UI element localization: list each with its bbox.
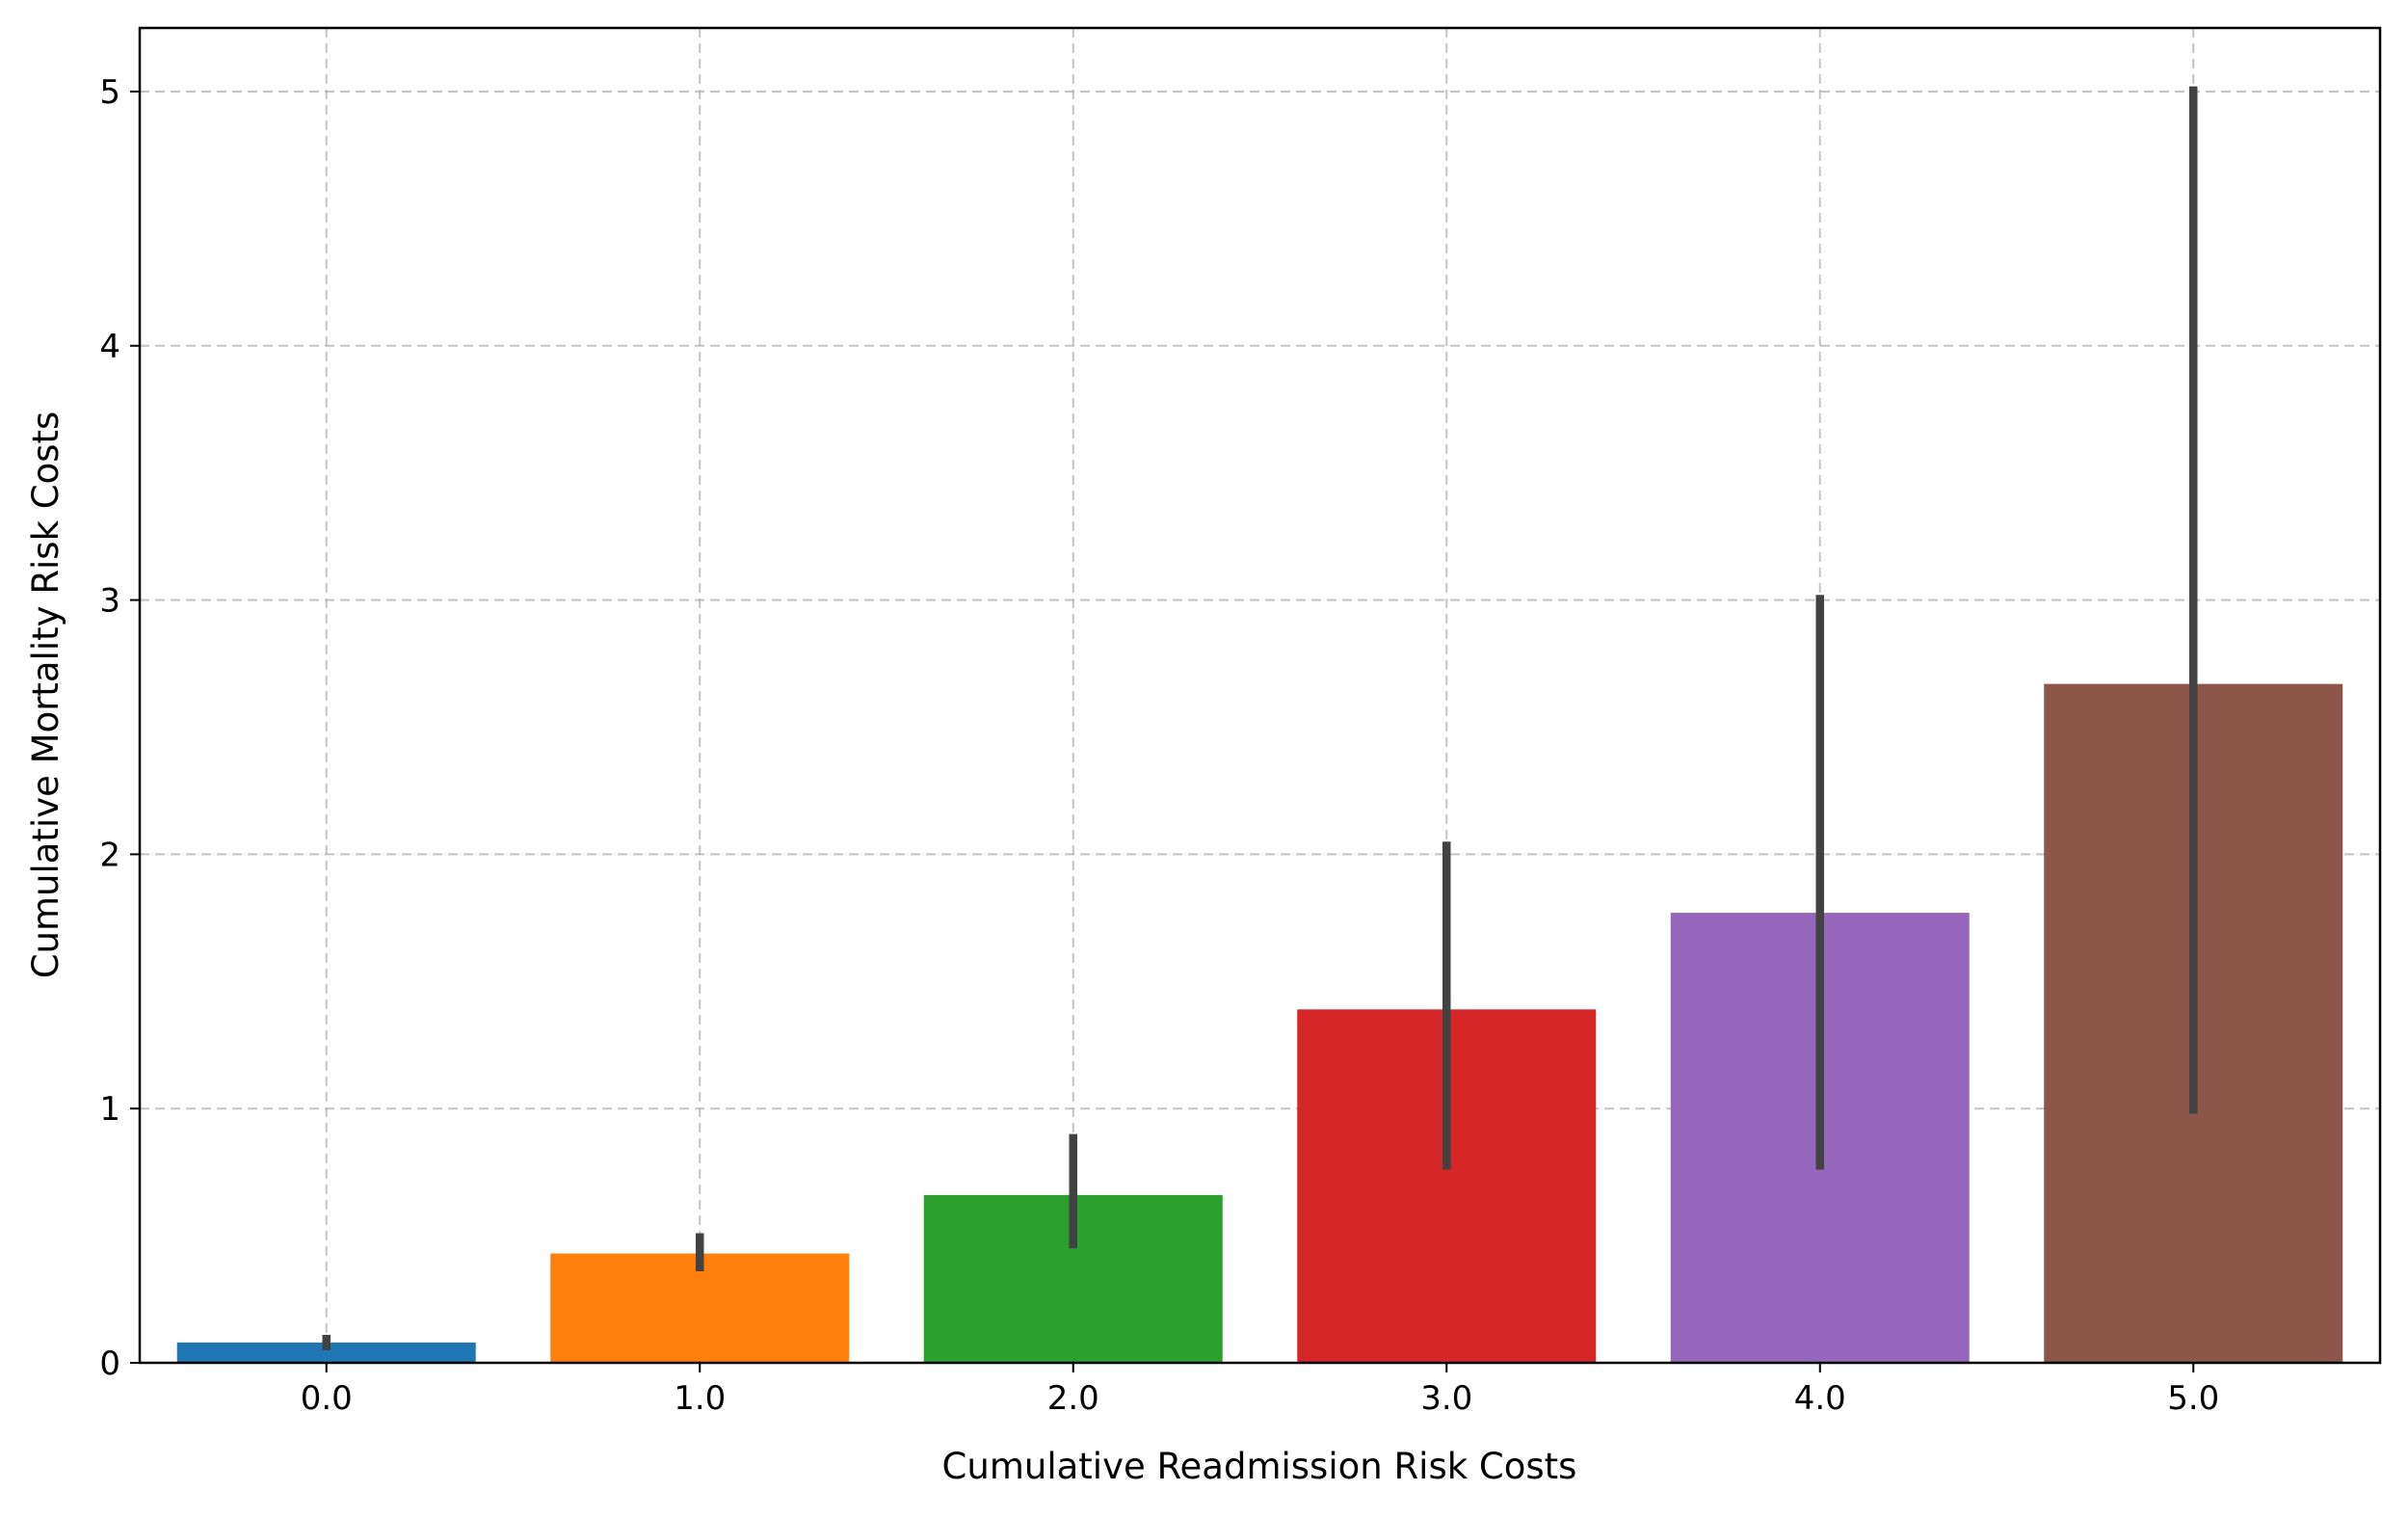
error-bars	[322, 86, 2198, 1350]
x-tick-label: 2.0	[1047, 1379, 1099, 1418]
y-tick-label: 5	[99, 73, 120, 112]
y-tick-label: 2	[99, 836, 120, 874]
y-tick-label: 0	[99, 1345, 120, 1383]
x-tick-label: 5.0	[2167, 1379, 2219, 1418]
y-axis-label: Cumulative Mortality Risk Costs	[25, 412, 66, 979]
x-tick-label: 1.0	[674, 1379, 726, 1418]
y-tick-label: 1	[99, 1090, 120, 1129]
bar-0.0	[176, 1342, 476, 1363]
y-axis-ticks: 0 1 2 3 4 5	[99, 73, 140, 1383]
x-tick-label: 0.0	[301, 1379, 353, 1418]
plot-frame	[138, 26, 2382, 1365]
x-tick-label: 3.0	[1420, 1379, 1472, 1418]
y-tick-label: 4	[99, 328, 120, 366]
x-axis-label: Cumulative Readmission Risk Costs	[942, 1446, 1577, 1487]
x-tick-label: 4.0	[1794, 1379, 1846, 1418]
bar-1.0	[550, 1253, 850, 1363]
y-tick-label: 3	[99, 582, 120, 621]
x-axis-ticks: 0.0 1.0 2.0 3.0 4.0 5.0	[301, 1363, 2219, 1418]
